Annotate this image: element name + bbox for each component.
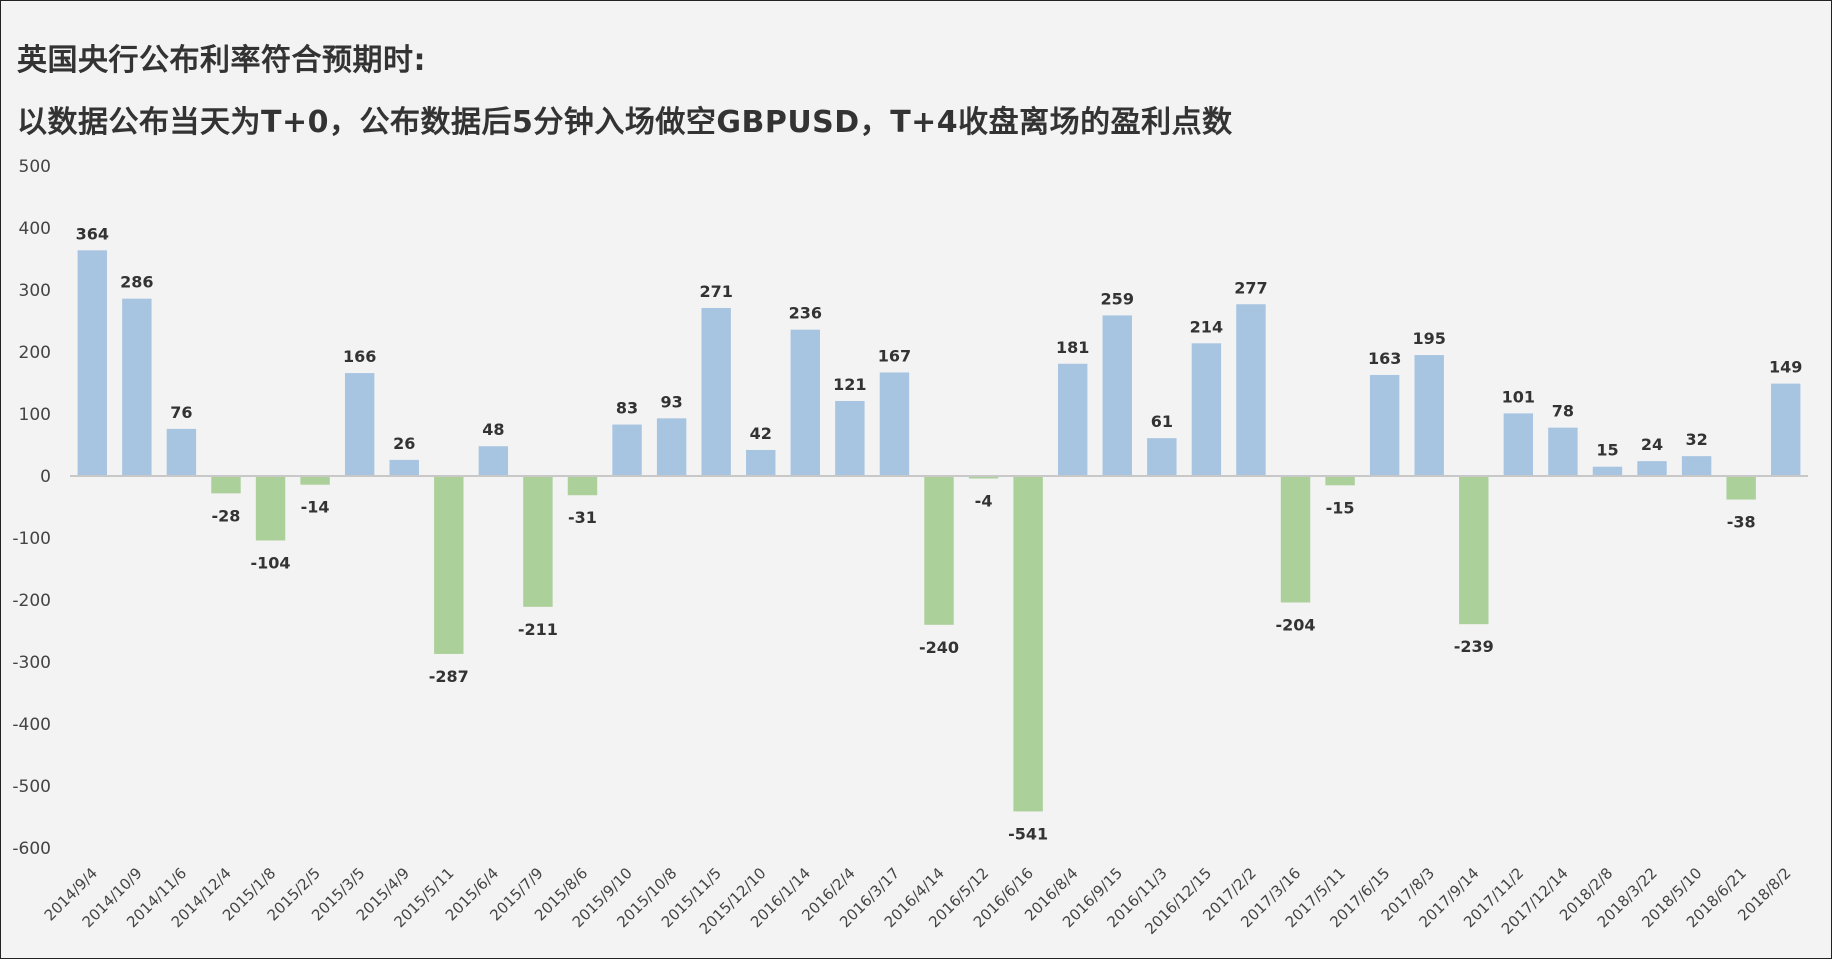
y-tick-label: -400 <box>12 715 51 735</box>
bar <box>255 476 286 541</box>
bar <box>1592 466 1623 476</box>
data-label: 76 <box>170 403 192 422</box>
bar <box>166 428 197 476</box>
y-tick-label: -500 <box>12 777 51 797</box>
data-label: 259 <box>1101 289 1134 308</box>
data-label: 78 <box>1552 402 1574 421</box>
data-label: 26 <box>393 434 415 453</box>
data-label: -211 <box>518 620 558 639</box>
bar <box>1771 383 1801 476</box>
bar <box>701 307 731 476</box>
bar <box>1147 438 1177 476</box>
data-label: 277 <box>1234 278 1267 297</box>
bar <box>1459 476 1489 625</box>
data-label: 121 <box>833 375 866 394</box>
bar <box>344 373 375 476</box>
bar <box>1236 304 1266 476</box>
data-label: -541 <box>1008 824 1048 843</box>
data-labels: 364 286 76 -28 -104 -14 166 26 -287 48 -211 -31 83 93… <box>76 224 1803 843</box>
bar <box>968 476 999 479</box>
bar <box>1013 476 1043 812</box>
bar <box>879 372 910 476</box>
data-label: -15 <box>1326 498 1355 517</box>
bar <box>1325 476 1355 486</box>
bar <box>612 424 642 476</box>
bar <box>478 446 509 476</box>
bar <box>122 298 152 476</box>
y-tick-label: 500 <box>19 157 51 177</box>
data-label: -287 <box>429 667 469 686</box>
data-label: -240 <box>919 638 959 657</box>
data-label: 195 <box>1413 329 1446 348</box>
y-tick-label: -100 <box>12 529 51 549</box>
bar <box>567 476 598 496</box>
bar <box>211 476 241 494</box>
data-label: -38 <box>1727 513 1756 532</box>
data-label: 286 <box>120 273 153 292</box>
data-label: -239 <box>1454 637 1494 656</box>
y-tick-label: 0 <box>40 467 51 487</box>
data-label: 15 <box>1596 441 1618 460</box>
data-label: 32 <box>1685 430 1707 449</box>
bar <box>1414 355 1444 476</box>
data-label: 236 <box>789 304 822 323</box>
data-label: 149 <box>1769 358 1802 377</box>
bar <box>790 329 821 476</box>
bar <box>1102 315 1132 476</box>
data-label: 364 <box>76 224 109 243</box>
data-label: 101 <box>1502 387 1535 406</box>
y-tick-label: -200 <box>12 591 51 611</box>
data-label: -31 <box>568 508 597 527</box>
x-axis: 2014/9/42014/10/92014/11/62014/12/42015/… <box>41 864 1795 938</box>
data-label: 181 <box>1056 338 1089 357</box>
chart-title: 英国央行公布利率符合预期时: <box>17 43 426 78</box>
y-axis: 500 400 300 200 100 0 -100 -200 -300 -400 -500 -600 <box>12 157 51 859</box>
bar <box>1191 343 1222 476</box>
data-label: 24 <box>1641 435 1663 454</box>
bar <box>1369 374 1400 476</box>
y-tick-label: -600 <box>12 839 51 859</box>
bar <box>1548 427 1578 476</box>
bar <box>77 250 107 476</box>
y-tick-label: 400 <box>19 219 51 239</box>
data-label: 214 <box>1190 317 1223 336</box>
bar <box>300 476 330 485</box>
data-label: 271 <box>699 282 732 301</box>
bar <box>656 418 687 476</box>
data-label: 42 <box>750 424 772 443</box>
data-label: 61 <box>1151 412 1173 431</box>
bar <box>1681 456 1712 476</box>
bar <box>835 400 865 476</box>
bar <box>434 476 464 654</box>
data-label: 48 <box>482 420 504 439</box>
data-label: 83 <box>616 399 638 418</box>
data-label: -14 <box>301 498 330 517</box>
bar <box>1057 363 1088 476</box>
bar <box>746 449 776 476</box>
data-label: -104 <box>251 553 291 572</box>
y-tick-label: -300 <box>12 653 51 673</box>
bar <box>924 476 954 625</box>
bar <box>1637 461 1667 476</box>
chart-subtitle: 以数据公布当天为T+0，公布数据后5分钟入场做空GBPUSD，T+4收盘离场的盈… <box>17 105 1233 140</box>
data-label: 163 <box>1368 349 1401 368</box>
bar <box>1280 476 1311 603</box>
data-label: 166 <box>343 347 376 366</box>
data-label: -4 <box>975 491 993 510</box>
bars <box>77 250 1801 812</box>
data-label: 93 <box>660 392 682 411</box>
bar <box>1503 413 1534 476</box>
y-tick-label: 300 <box>19 281 51 301</box>
y-tick-label: 100 <box>19 405 51 425</box>
bar <box>389 459 419 476</box>
y-tick-label: 200 <box>19 343 51 363</box>
data-label: 167 <box>878 346 911 365</box>
data-label: -28 <box>212 506 241 525</box>
bar <box>523 476 553 607</box>
bar <box>1726 476 1756 500</box>
data-label: -204 <box>1275 615 1315 634</box>
